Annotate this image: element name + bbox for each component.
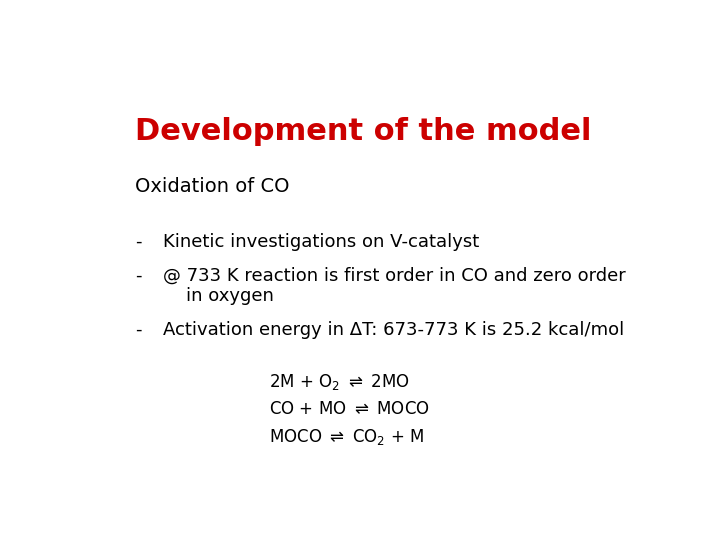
Text: CO + MO $\rightleftharpoons$ MOCO: CO + MO $\rightleftharpoons$ MOCO [269, 400, 429, 417]
Text: Oxidation of CO: Oxidation of CO [135, 177, 289, 196]
Text: Kinetic investigations on V-catalyst: Kinetic investigations on V-catalyst [163, 233, 479, 251]
Text: Development of the model: Development of the model [135, 117, 591, 146]
Text: @ 733 K reaction is first order in CO and zero order
    in oxygen: @ 733 K reaction is first order in CO an… [163, 266, 625, 305]
Text: -: - [135, 233, 141, 251]
Text: Activation energy in ΔT: 673-773 K is 25.2 kcal/mol: Activation energy in ΔT: 673-773 K is 25… [163, 321, 624, 339]
Text: MOCO $\rightleftharpoons$ CO$_{2}$ + M: MOCO $\rightleftharpoons$ CO$_{2}$ + M [269, 427, 423, 447]
Text: -: - [135, 321, 141, 339]
Text: -: - [135, 266, 141, 285]
Text: 2M + O$_{2}$ $\rightleftharpoons$ 2MO: 2M + O$_{2}$ $\rightleftharpoons$ 2MO [269, 373, 409, 393]
